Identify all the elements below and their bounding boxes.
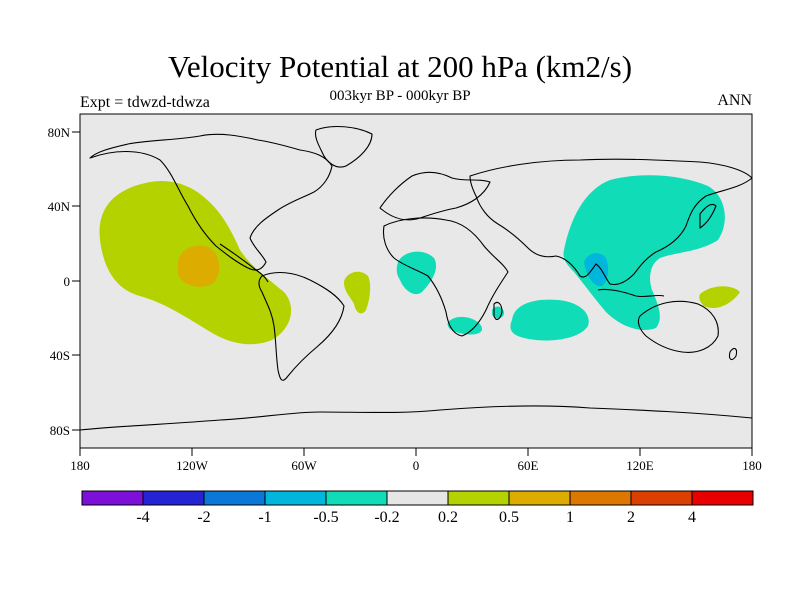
contour-negative-asia xyxy=(563,175,725,331)
lat-label-40n: 40N xyxy=(48,199,71,214)
plot-title: Velocity Potential at 200 hPa (km2/s) xyxy=(167,49,633,84)
colorbar-label: 0.5 xyxy=(499,509,519,526)
coastlines xyxy=(79,125,753,431)
colorbar-box xyxy=(447,490,510,506)
coastline-antarctica xyxy=(79,405,753,431)
lon-label-120e: 120E xyxy=(626,458,654,473)
contour-negative-indian-ocean xyxy=(510,299,589,341)
coastline-japan xyxy=(699,203,717,229)
coastline-asia xyxy=(469,158,753,286)
colorbar-box xyxy=(325,490,388,506)
colorbar-box xyxy=(81,490,144,506)
contour-positive-atlantic xyxy=(344,271,371,314)
colorbar-label: 0.2 xyxy=(438,509,458,526)
colorbar-box xyxy=(569,490,632,506)
contour-positive-westpacific xyxy=(699,286,740,309)
lon-label-60w: 60W xyxy=(291,458,317,473)
lon-label-180w: 180 xyxy=(70,458,90,473)
lat-label-80s: 80S xyxy=(50,423,70,438)
contour-negative-south-africa xyxy=(447,316,483,335)
lat-ticks xyxy=(72,131,80,431)
coastline-central-america xyxy=(219,243,269,283)
colorbar-label: -0.2 xyxy=(374,509,399,526)
colorbar-label: 2 xyxy=(627,509,635,526)
coastline-maritime-continent xyxy=(597,288,665,298)
coastline-south-america xyxy=(258,271,345,381)
colorbar-box xyxy=(508,490,571,506)
colorbar-label: 1 xyxy=(566,509,574,526)
colorbar xyxy=(81,490,754,506)
plot-subtitle: 003kyr BP - 000kyr BP xyxy=(329,88,471,104)
colorbar-box xyxy=(142,490,205,506)
coastline-greenland xyxy=(314,125,373,168)
experiment-label: Expt = tdwzd-tdwza xyxy=(80,94,210,111)
lon-ticks xyxy=(79,448,753,456)
coastline-africa xyxy=(382,217,509,337)
colorbar-box xyxy=(691,490,754,506)
season-label: ANN xyxy=(717,92,752,109)
colorbar-label: -0.5 xyxy=(313,509,338,526)
colorbar-label: 4 xyxy=(688,509,696,526)
colorbar-label: -2 xyxy=(197,509,210,526)
lon-label-120w: 120W xyxy=(176,458,209,473)
colorbar-labels: -4 -2 -1 -0.5 -0.2 0.2 0.5 1 2 4 xyxy=(136,509,696,526)
lon-label-180e: 180 xyxy=(742,458,762,473)
lat-label-80n: 80N xyxy=(48,125,71,140)
contour-negative-asia-core xyxy=(584,253,609,287)
colorbar-box xyxy=(386,490,449,506)
lon-label-60e: 60E xyxy=(518,458,539,473)
colorbar-box xyxy=(630,490,693,506)
coastline-australia xyxy=(637,300,719,353)
coastline-new-zealand xyxy=(728,347,738,361)
colorbar-box xyxy=(203,490,266,506)
colorbar-box xyxy=(264,490,327,506)
contour-positive-pacific-core xyxy=(178,245,220,287)
contour-negative-africa xyxy=(396,251,437,295)
coastline-madagascar xyxy=(493,301,503,321)
colorbar-label: -1 xyxy=(258,509,271,526)
lat-label-40s: 40S xyxy=(50,348,70,363)
colorbar-label: -4 xyxy=(136,509,149,526)
lon-label-0: 0 xyxy=(413,458,420,473)
lat-label-0: 0 xyxy=(64,274,71,289)
coastline-north-america xyxy=(89,133,333,271)
